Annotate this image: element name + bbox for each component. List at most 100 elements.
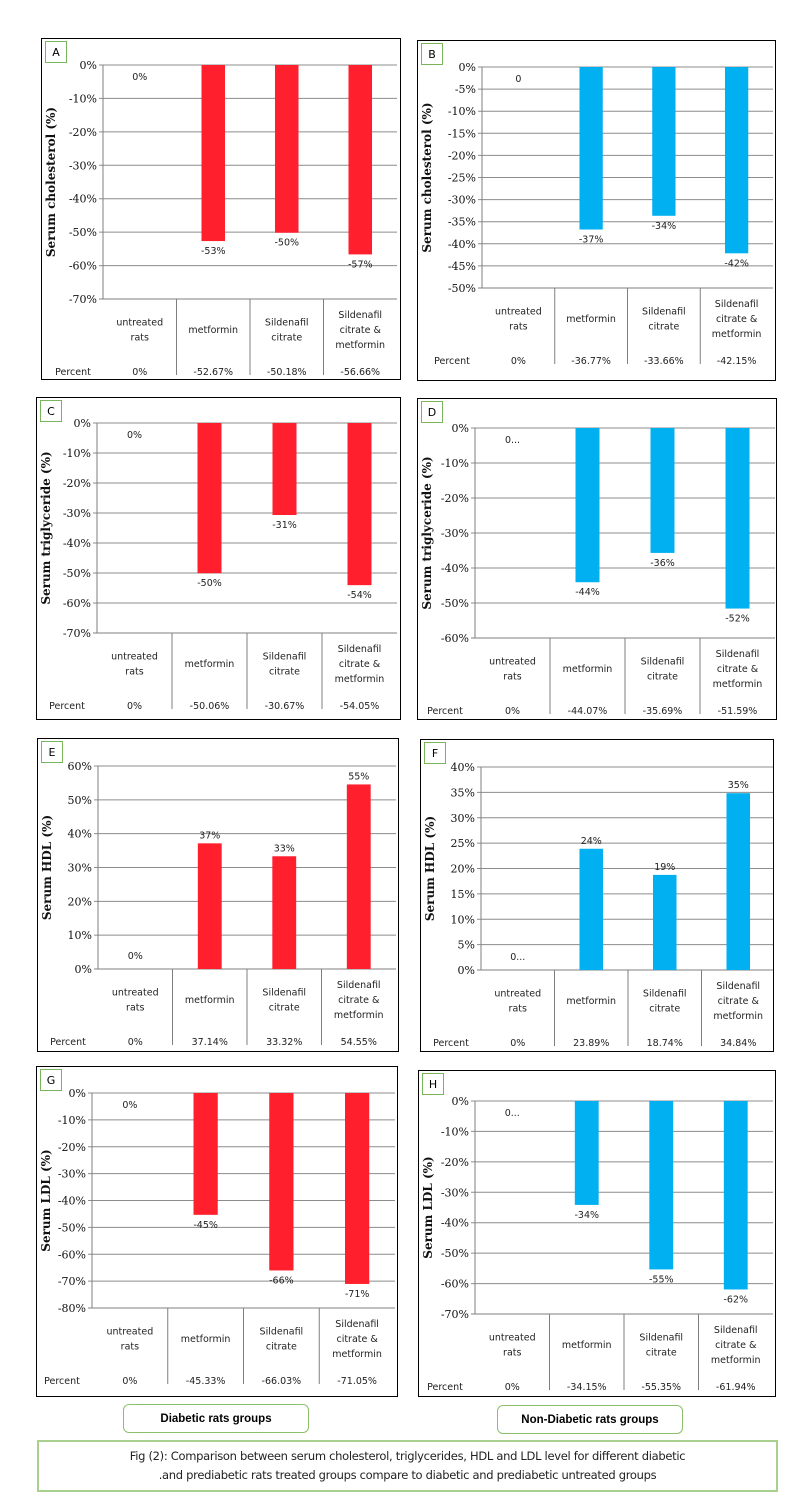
category-label: Sildenafil citrate & metformin — [713, 981, 763, 1022]
table-value: -35.69% — [643, 706, 683, 717]
bar — [274, 65, 299, 233]
y-tick-label: -25% — [448, 172, 476, 185]
y-tick-label: -50% — [448, 282, 476, 295]
y-tick-label: -60% — [441, 632, 469, 645]
data-label: -54% — [347, 590, 372, 601]
table-value: 34.84% — [720, 1038, 756, 1049]
y-tick-label: 0% — [452, 422, 469, 435]
chart-panel-a: 0% -10% -20% -30% -40% -50% -60% -70% Serum chol… — [41, 38, 401, 380]
y-tick-label: 50% — [68, 794, 92, 807]
data-label: -34% — [652, 221, 677, 232]
panel-letter-label: A — [45, 41, 67, 63]
data-label: -42% — [724, 258, 749, 269]
chart-panel-b: 0% -5% -10% -15% -20% -25% -30% -35% -40% -45% -50… — [417, 40, 776, 381]
panel-letter-label: D — [421, 401, 443, 423]
table-value: -50.18% — [267, 367, 307, 378]
table-value: -61.94% — [716, 1382, 756, 1393]
bar — [348, 65, 373, 255]
y-tick-label: 25% — [451, 837, 475, 850]
bar — [726, 793, 751, 970]
table-value: -50.06% — [190, 701, 230, 712]
y-tick-label: -70% — [63, 627, 91, 640]
table-value: -30.67% — [265, 701, 305, 712]
data-label: -44% — [575, 587, 600, 598]
bar — [346, 784, 371, 969]
category-label: metformin — [563, 664, 613, 675]
data-label: 33% — [274, 843, 295, 854]
bar — [652, 67, 676, 216]
bar — [579, 67, 603, 230]
category-label: untreated rats — [107, 1327, 154, 1353]
y-tick-label: -40% — [63, 537, 91, 550]
chart-svg: 0% -5% -10% -15% -20% -25% -30% -35% -40% -45% -50… — [420, 61, 773, 367]
diabetic-group-label: Diabetic rats groups — [123, 1404, 309, 1433]
data-label: -62% — [723, 1294, 748, 1305]
y-tick-label: -45% — [448, 260, 476, 273]
figure-caption: Fig (2): Comparison between serum choles… — [37, 1440, 778, 1492]
y-tick-label: -40% — [58, 1195, 86, 1208]
data-label: 55% — [348, 771, 369, 782]
y-tick-label: 20% — [68, 895, 92, 908]
y-tick-label: -50% — [441, 597, 469, 610]
y-tick-label: -10% — [63, 447, 91, 460]
y-tick-label: -40% — [69, 193, 97, 206]
table-value: 0% — [122, 1376, 137, 1387]
data-label: -34% — [574, 1210, 599, 1221]
y-tick-label: -80% — [58, 1302, 86, 1315]
y-tick-label: -70% — [69, 293, 97, 306]
chart-panel-d: 0% -10% -20% -30% -40% -50% -60% Serum triglyce… — [417, 398, 777, 720]
data-label: -57% — [348, 259, 373, 270]
y-tick-label: -5% — [455, 83, 476, 96]
y-tick-label: -30% — [69, 159, 97, 172]
category-label: Sildenafil citrate — [642, 307, 686, 333]
data-label: -53% — [201, 246, 226, 257]
data-label: -66% — [269, 1275, 294, 1286]
panel-letter-label: F — [424, 742, 446, 764]
data-label: -50% — [197, 578, 222, 589]
y-tick-label: -30% — [441, 527, 469, 540]
data-label: -55% — [649, 1274, 674, 1285]
table-value: 0% — [505, 1382, 520, 1393]
bar — [574, 1101, 599, 1205]
category-label: metformin — [185, 659, 235, 670]
chart-panel-g: 0% -10% -20% -30% -40% -50% -60% -70% -80% Serum … — [36, 1066, 398, 1397]
y-axis-label: Serum LDL (%) — [421, 1156, 435, 1258]
y-tick-label: 0% — [74, 417, 91, 430]
y-tick-label: -20% — [448, 149, 476, 162]
y-tick-label: -30% — [63, 507, 91, 520]
data-label: -50% — [274, 238, 299, 249]
category-label: untreated rats — [494, 989, 541, 1015]
y-tick-label: 60% — [68, 760, 92, 773]
category-label: metformin — [566, 996, 616, 1007]
y-tick-label: -30% — [58, 1168, 86, 1181]
y-tick-label: 0% — [458, 964, 475, 977]
category-label: Sildenafil citrate — [265, 318, 309, 344]
bar — [197, 423, 222, 574]
table-value: -54.05% — [340, 701, 380, 712]
table-row-label: Percent — [433, 1038, 469, 1049]
bar — [193, 1093, 218, 1215]
table-row-label: Percent — [50, 1037, 86, 1048]
category-label: Sildenafil citrate — [643, 989, 687, 1015]
y-tick-label: 0% — [69, 1087, 86, 1100]
bar — [269, 1093, 294, 1271]
y-axis-label: Serum cholesterol (%) — [420, 102, 434, 252]
bar — [197, 843, 222, 969]
category-label: Sildenafil citrate & metformin — [335, 310, 385, 351]
y-axis-label: Serum HDL (%) — [423, 816, 437, 921]
y-tick-label: -60% — [441, 1278, 469, 1291]
chart-panel-e: 60% 50% 40% 30% 20% 10% 0% Serum HDL (%) 0% untre… — [37, 738, 399, 1052]
table-value: 0% — [511, 356, 526, 367]
category-label: untreated rats — [489, 1333, 536, 1359]
category-label: Sildenafil citrate & metformin — [713, 649, 763, 690]
y-tick-label: -50% — [441, 1247, 469, 1260]
chart-panel-h: 0% -10% -20% -30% -40% -50% -60% -70% Serum LDL … — [418, 1070, 776, 1397]
y-axis-label: Serum triglyceride (%) — [420, 456, 434, 609]
y-tick-label: 15% — [451, 888, 475, 901]
data-label: 19% — [654, 862, 675, 873]
category-label: Sildenafil citrate & metformin — [711, 1325, 761, 1366]
y-tick-label: -20% — [441, 1156, 469, 1169]
y-tick-label: -60% — [58, 1248, 86, 1261]
y-tick-label: 5% — [458, 939, 475, 952]
y-tick-label: -30% — [448, 194, 476, 207]
